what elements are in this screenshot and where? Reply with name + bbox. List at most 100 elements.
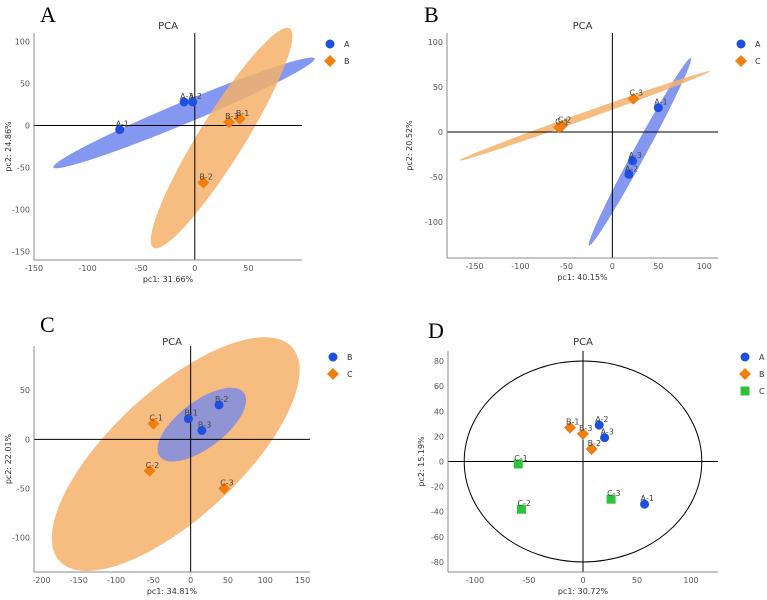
point-label: A-2: [189, 92, 202, 101]
point-label: A-3: [601, 428, 614, 437]
ellipse-B: [150, 27, 293, 249]
panel-letter: B: [424, 2, 439, 27]
y-tick-label: -100: [425, 218, 443, 227]
x-tick-label: -100: [107, 576, 125, 585]
legend-label: A: [344, 40, 350, 49]
point-label: A-3: [180, 92, 193, 101]
legend-marker: [324, 55, 336, 67]
x-tick-label: -50: [560, 262, 573, 271]
legend-marker: [735, 55, 747, 67]
legend-label: C: [755, 57, 761, 66]
y-tick-label: -80: [431, 558, 444, 567]
x-tick-label: 100: [683, 576, 698, 585]
ellipse-A: [588, 57, 692, 246]
x-tick-label: -50: [522, 576, 535, 585]
point-label: C-1: [149, 414, 163, 423]
x-tick-label: 0: [610, 262, 615, 271]
data-point: [624, 169, 634, 179]
data-point: [553, 121, 566, 134]
x-tick-label: -150: [25, 264, 43, 273]
legend-marker: [325, 39, 335, 49]
y-tick-label: 50: [20, 386, 30, 395]
point-label: A-3: [629, 151, 642, 160]
legend-label: B: [347, 353, 353, 362]
chart-title: PCA: [573, 337, 593, 348]
ellipse-C: [459, 71, 710, 161]
point-label: A-1: [641, 494, 654, 503]
data-point: [640, 499, 650, 509]
x-tick-label: 0: [580, 576, 585, 585]
x-tick-label: 50: [243, 264, 253, 273]
y-axis-label: pc2: 24.86%: [4, 121, 13, 172]
x-tick-label: -100: [511, 262, 529, 271]
data-point: [513, 459, 523, 469]
data-point: [143, 464, 156, 477]
point-label: C-2: [146, 461, 160, 470]
y-axis-label: pc2: 15.19%: [417, 436, 426, 487]
chart-title: PCA: [162, 337, 182, 348]
panel-letter: D: [428, 318, 444, 343]
data-point: [115, 125, 125, 135]
y-tick-label: -50: [17, 164, 30, 173]
data-point: [179, 97, 189, 107]
point-label: C-1: [514, 454, 528, 463]
data-point: [188, 97, 198, 107]
legend-label: B: [344, 57, 350, 66]
x-tick-label: -50: [147, 576, 160, 585]
y-tick-label: 50: [20, 79, 30, 88]
y-tick-label: 0: [25, 121, 30, 130]
y-tick-label: 0: [25, 435, 30, 444]
y-tick-label: 40: [434, 407, 444, 416]
y-tick-label: -50: [430, 173, 443, 182]
chart-panel-a: PCA -150 -100 -50 0 50 100 50 0 -50 -100 -150 pc1: 3…: [4, 21, 350, 284]
point-label: B-3: [579, 424, 592, 433]
y-tick-label: -60: [431, 533, 444, 542]
legend-marker: [328, 352, 338, 362]
point-label: B-1: [184, 409, 197, 418]
x-tick-label: 50: [632, 576, 642, 585]
x-tick-label: -100: [79, 264, 97, 273]
legend-marker: [740, 386, 750, 396]
data-point: [147, 417, 160, 430]
chart-title: PCA: [158, 21, 178, 32]
x-tick-label: -50: [135, 264, 148, 273]
x-tick-label: 100: [697, 262, 712, 271]
y-tick-label: 50: [433, 83, 443, 92]
point-label: B-2: [215, 395, 228, 404]
point-label: B-2: [199, 173, 212, 182]
data-point: [197, 426, 207, 436]
legend-label: A: [759, 353, 765, 362]
point-label: C-1: [555, 118, 569, 127]
data-point: [218, 482, 231, 495]
x-axis-label: pc1: 30.72%: [558, 587, 609, 596]
legend-marker: [736, 39, 746, 49]
x-tick-label: 50: [223, 576, 233, 585]
point-label: C-3: [629, 89, 643, 98]
data-point: [627, 92, 640, 105]
y-tick-label: 100: [428, 38, 443, 47]
data-point: [564, 421, 577, 434]
y-tick-label: -20: [431, 483, 444, 492]
legend-label: C: [759, 387, 765, 396]
point-label: C-3: [220, 478, 234, 487]
ellipse-B: [157, 387, 247, 462]
x-tick-label: 50: [653, 262, 663, 271]
chart-panel-b: PCA -150 -100 -50 0 50 100 100 50 0 -50 -100 pc1: 40…: [405, 21, 761, 282]
legend-marker: [739, 368, 751, 380]
y-tick-label: 60: [434, 382, 444, 391]
data-point: [233, 112, 246, 125]
x-tick-label: 0: [192, 264, 197, 273]
panel-letter: C: [40, 312, 55, 337]
y-tick-label: -40: [431, 508, 444, 517]
x-tick-label: -150: [465, 262, 483, 271]
y-tick-label: 0: [439, 458, 444, 467]
y-tick-label: 20: [434, 432, 444, 441]
x-axis-label: pc1: 31.66%: [143, 275, 194, 284]
point-label: A-1: [654, 98, 667, 107]
point-label: B-1: [236, 109, 249, 118]
x-tick-label: 0: [188, 576, 193, 585]
y-axis-label: pc2: 20.52%: [405, 120, 414, 171]
point-label: B-3: [225, 112, 238, 121]
data-point: [577, 427, 589, 440]
